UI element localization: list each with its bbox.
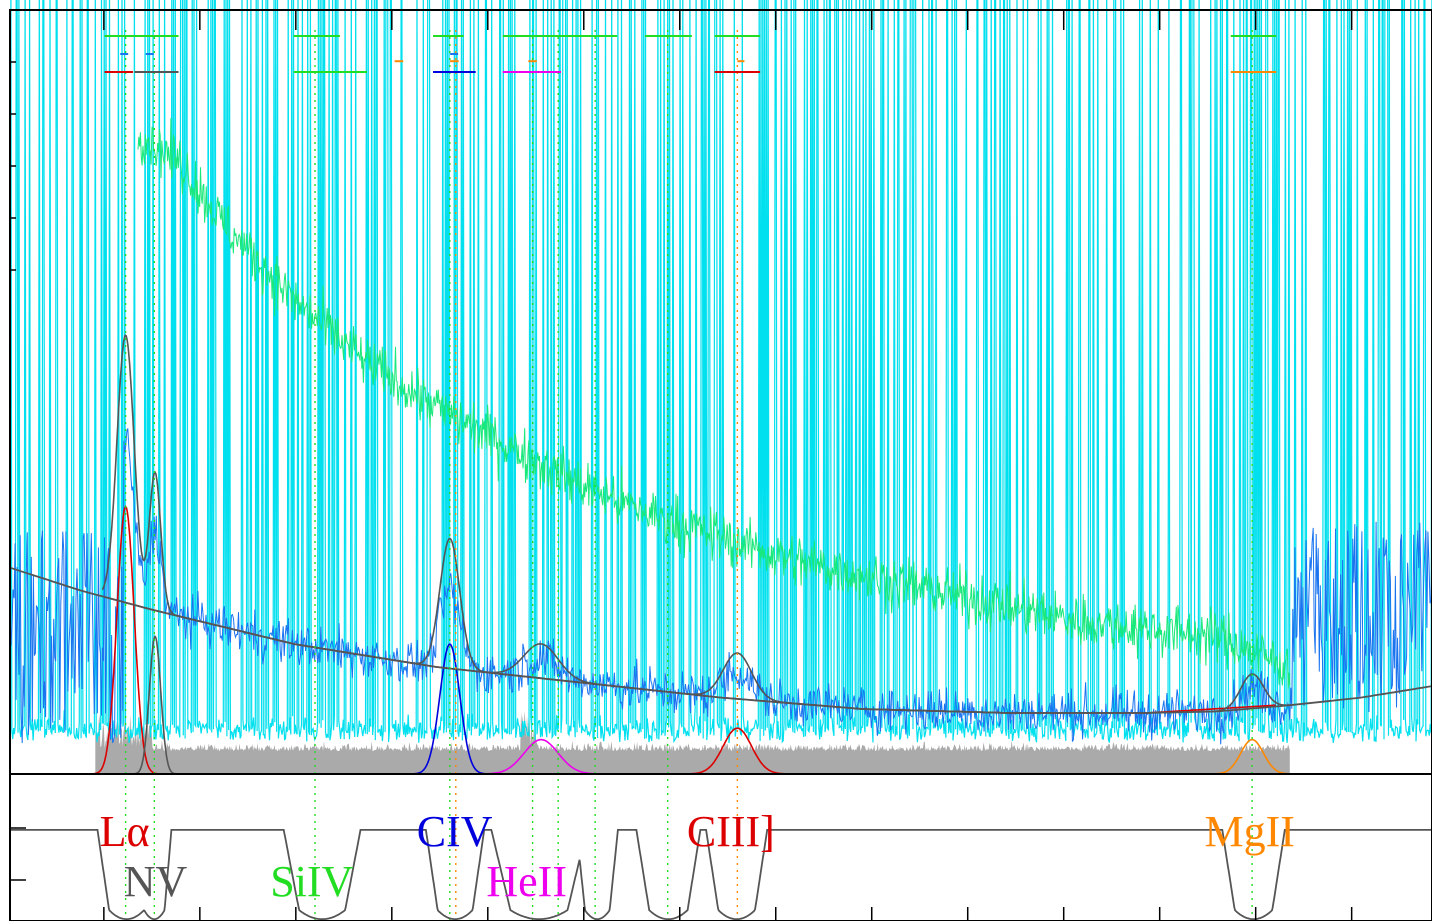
error-series bbox=[95, 711, 1290, 774]
observed-flux-series bbox=[9, 428, 1432, 745]
spectrum-panel bbox=[9, 0, 1432, 921]
total-flux-series bbox=[9, 0, 1432, 744]
line-label: CIII] bbox=[687, 807, 775, 856]
model-total-series bbox=[101, 334, 1290, 714]
line-mask-series bbox=[10, 829, 1432, 921]
smoothed-flux-series bbox=[137, 118, 1291, 689]
emission-component bbox=[680, 727, 795, 775]
line-label: CIV bbox=[417, 807, 493, 856]
line-label: SiIV bbox=[270, 857, 353, 906]
emission-component bbox=[409, 643, 490, 775]
line-label: Lα bbox=[100, 807, 150, 856]
emission-component bbox=[132, 635, 178, 775]
mask-frame bbox=[9, 773, 1432, 921]
line-label: MgII bbox=[1204, 807, 1294, 856]
line-label: NV bbox=[124, 857, 188, 906]
line-label: HeII bbox=[486, 857, 567, 906]
